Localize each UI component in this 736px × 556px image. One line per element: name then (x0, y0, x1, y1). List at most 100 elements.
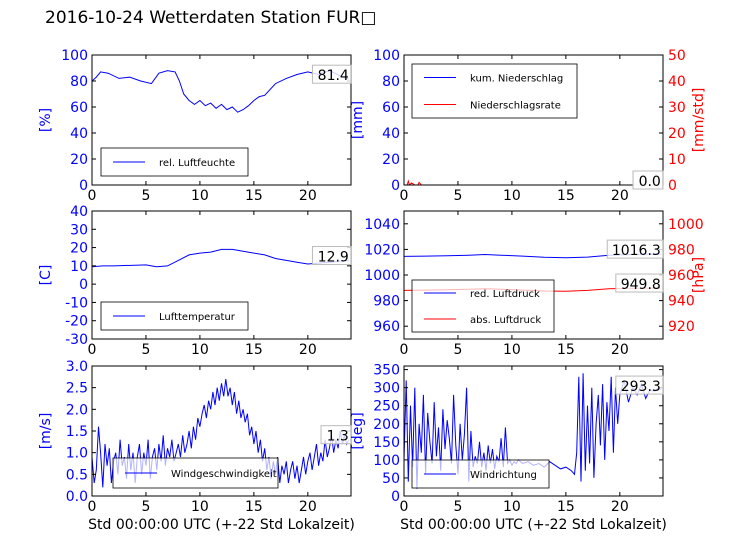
y-tick-label-right: 10 (668, 152, 686, 168)
x-tick-label: 0 (88, 342, 97, 358)
y-tick-label: 1.0 (66, 446, 88, 462)
series-line-precip-1 (404, 179, 663, 185)
chart-precip: 0 5 10 15 20 0 20 40 60 80 100 0 10 20 30 40 50 [mm] [mm/s… (350, 48, 707, 204)
y-tick-label: 0.5 (66, 467, 88, 483)
x-tick-label: 15 (245, 499, 263, 515)
x-tick-label: 10 (503, 342, 521, 358)
annotation-box (615, 273, 664, 293)
figure-title: 2016-10-24 Wetterdaten Station FUR□ (45, 8, 377, 28)
y-axis-label: [deg] (350, 412, 366, 449)
annotation-value: 1016.3 (612, 243, 661, 259)
y-tick-label: 3.0 (66, 359, 88, 375)
y-tick-label-right: 50 (668, 48, 686, 64)
annotation-value: 1.3 (327, 429, 349, 445)
axes-frame (403, 54, 664, 186)
x-tick-label: 5 (141, 342, 150, 358)
y-tick-label: 0 (79, 178, 88, 194)
x-tick-label: 10 (503, 188, 521, 204)
series-line-temperature-0 (92, 248, 349, 268)
x-tick-label: 0 (88, 499, 97, 515)
annotation-value: 949.8 (621, 277, 661, 293)
y-tick-label: -20 (65, 314, 88, 330)
y-tick-label-right: 30 (668, 100, 686, 116)
legend-label: Niederschlagsrate (470, 101, 561, 112)
y-axis-label-right: [hPa] (691, 257, 707, 293)
annotation-value: 12.9 (318, 250, 349, 266)
legend-label: Windrichtung (470, 470, 537, 481)
y-tick-label-right: 980 (668, 242, 695, 258)
y-tick-label: 1040 (364, 217, 400, 233)
x-axis-label: Std 00:00:00 UTC (+-22 Std Lokalzeit) (88, 517, 355, 533)
legend-label: red. Luftdruck (470, 289, 540, 300)
y-tick-label: 0.0 (66, 489, 88, 505)
y-tick-label: 20 (382, 152, 400, 168)
x-tick-label: 15 (245, 342, 263, 358)
chart-temperature: 0 5 10 15 20 -30 -20 -10 0 10 20 30 40 [C] 12.9 Lufttem… (38, 204, 352, 358)
chart-wind_speed: 0 5 10 15 20 0.0 0.5 1.0 1.5 2.0 2.5 3.0 [m/s] Std 00… (38, 359, 355, 533)
y-axis-label: [m/s] (38, 413, 54, 450)
x-tick-label: 20 (611, 188, 629, 204)
x-tick-label: 15 (557, 499, 575, 515)
legend-box (411, 63, 578, 119)
y-tick-label: 2.5 (66, 381, 88, 397)
y-tick-label-right: 960 (668, 268, 695, 284)
y-tick-label: 80 (382, 74, 400, 90)
y-tick-label: 1.5 (66, 424, 88, 440)
x-axis-label: Std 00:00:00 UTC (+-22 Std Lokalzeit) (400, 517, 667, 533)
y-tick-label: 100 (373, 48, 400, 64)
legend-box (112, 457, 279, 489)
x-tick-label: 5 (453, 188, 462, 204)
legend-box (411, 279, 555, 333)
axes-frame (91, 54, 352, 186)
y-tick-label: 0 (391, 178, 400, 194)
x-tick-label: 5 (141, 188, 150, 204)
annotation-box (632, 170, 664, 190)
x-tick-label: 20 (299, 188, 317, 204)
annotation-value: 293.3 (621, 379, 661, 395)
y-tick-label-right: 40 (668, 74, 686, 90)
y-tick-label-right: 20 (668, 126, 686, 142)
axes-frame (403, 365, 664, 497)
y-tick-label: 40 (70, 126, 88, 142)
axes-frame (91, 210, 352, 340)
y-axis-label-right: [mm/std] (691, 88, 707, 153)
series-line-humidity-0 (92, 70, 349, 113)
legend-label: abs. Luftdruck (470, 315, 541, 326)
legend-label: kum. Niederschlag (470, 74, 563, 85)
chart-pressure: 0 5 10 15 20 960 980 1000 1020 1040 920 940 960 980 10… (364, 210, 707, 358)
x-tick-label: 5 (141, 499, 150, 515)
y-tick-label-right: 940 (668, 294, 695, 310)
annotation-box (311, 246, 352, 266)
x-tick-label: 10 (503, 499, 521, 515)
y-tick-label: 10 (70, 259, 88, 275)
x-tick-label: 5 (453, 499, 462, 515)
y-tick-label: 60 (382, 100, 400, 116)
legend-box (100, 301, 249, 331)
y-tick-label: 200 (373, 417, 400, 433)
y-tick-label: 20 (70, 152, 88, 168)
annotation-value: 0.0 (639, 174, 661, 190)
y-tick-label: 100 (373, 453, 400, 469)
x-tick-label: 0 (88, 188, 97, 204)
x-tick-label: 20 (611, 342, 629, 358)
annotation-box (311, 64, 352, 84)
chart-humidity: 0 5 10 15 20 0 20 40 60 80 100 [%] 81.4 rel. Luftfeuc… (38, 48, 352, 204)
y-tick-label-right: 1000 (668, 217, 704, 233)
annotation-box (615, 375, 664, 395)
y-tick-label: 1020 (364, 242, 400, 258)
y-tick-label: 40 (70, 204, 88, 220)
y-tick-label: 40 (382, 126, 400, 142)
y-tick-label: 1000 (364, 268, 400, 284)
y-tick-label: 350 (373, 363, 400, 379)
x-tick-label: 20 (299, 342, 317, 358)
y-tick-label: 50 (382, 471, 400, 487)
y-tick-label: 100 (61, 48, 88, 64)
x-tick-label: 0 (400, 499, 409, 515)
y-axis-label: [mm] (350, 101, 366, 139)
y-tick-label: 0 (79, 277, 88, 293)
annotation-box (606, 239, 664, 259)
x-tick-label: 15 (245, 188, 263, 204)
